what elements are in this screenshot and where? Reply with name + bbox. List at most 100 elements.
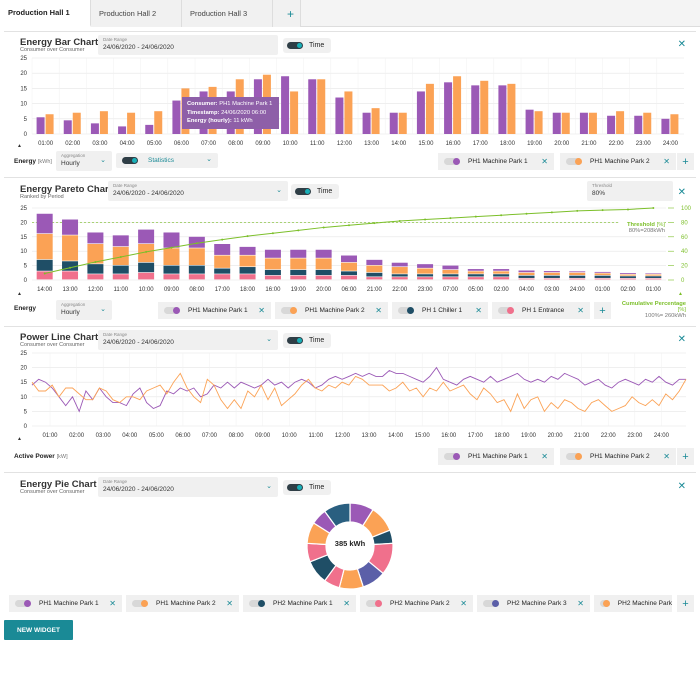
series-color-dot: [602, 600, 610, 607]
remove-icon[interactable]: ✕: [343, 599, 350, 608]
cumulative-point: [626, 208, 629, 211]
stacked-bar-segment: [417, 268, 434, 274]
date-range-dropdown[interactable]: Date Range 24/06/2020 - 24/06/2020 ⌄: [98, 330, 278, 350]
axis-arrow-icon: ▲: [678, 291, 683, 297]
stacked-bar-segment: [315, 258, 332, 270]
stacked-bar-segment: [543, 271, 560, 273]
add-series-button[interactable]: +: [677, 595, 694, 612]
bar: [588, 112, 597, 134]
legend-item[interactable]: PH1 Machine Park 2 ✕: [275, 302, 388, 319]
widget-subtitle: Consumer over Consumer: [20, 47, 85, 53]
close-icon[interactable]: ✕: [677, 39, 686, 50]
legend-item[interactable]: PH1 Machine Park 1 ✕: [9, 595, 122, 612]
aggregation-value: Hourly: [61, 309, 80, 316]
bar: [154, 111, 163, 134]
cumulative-point: [271, 232, 274, 235]
x-tick-label: 04:00: [120, 141, 136, 147]
time-toggle[interactable]: Time: [283, 333, 331, 348]
close-icon[interactable]: ✕: [677, 481, 686, 492]
statistics-dropdown[interactable]: Statistics ⌄: [116, 153, 218, 168]
stacked-bar-segment: [645, 276, 662, 278]
stacked-bar-segment: [214, 244, 231, 255]
remove-icon[interactable]: ✕: [663, 157, 670, 166]
threshold-field[interactable]: Threshold 80%: [587, 181, 673, 201]
date-range-dropdown[interactable]: Date Range 24/06/2020 - 24/06/2020 ⌄: [98, 477, 278, 497]
tab-production-hall-3[interactable]: Production Hall 3: [182, 0, 273, 27]
tab-production-hall-1[interactable]: Production Hall 1: [0, 0, 91, 27]
stacked-bar-segment: [569, 272, 586, 276]
remove-icon[interactable]: ✕: [109, 599, 116, 608]
x-tick-label: 21:00: [581, 141, 597, 147]
stacked-bar-segment: [543, 278, 560, 280]
legend-item[interactable]: PH2 Machine Park 3 ✕: [477, 595, 590, 612]
stacked-bar-segment: [62, 235, 79, 261]
add-series-button[interactable]: +: [677, 448, 694, 465]
legend-item[interactable]: PH1 Machine Park 1 ✕: [438, 448, 554, 465]
time-toggle[interactable]: Time: [283, 480, 331, 495]
time-toggle[interactable]: Time: [283, 38, 331, 53]
remove-icon[interactable]: ✕: [577, 306, 584, 315]
stacked-bar-segment: [518, 270, 535, 273]
remove-icon[interactable]: ✕: [541, 452, 548, 461]
add-series-button[interactable]: +: [677, 153, 694, 170]
x-tick-label: 01:00: [42, 433, 58, 439]
y-tick-label: 20: [20, 71, 27, 77]
stacked-bar-segment: [138, 244, 155, 263]
stacked-bar-segment: [569, 271, 586, 273]
legend-item[interactable]: PH2 Machine Park 2 ✕: [360, 595, 473, 612]
date-range-label: Date Range: [103, 479, 128, 484]
date-range-dropdown[interactable]: Date Range 24/06/2020 - 24/06/2020: [98, 35, 278, 55]
remove-icon[interactable]: ✕: [258, 306, 265, 315]
bar: [416, 91, 425, 134]
bar-tooltip: Consumer: PH1 Machine Park 1 Timestamp: …: [182, 97, 279, 129]
remove-icon[interactable]: ✕: [226, 599, 233, 608]
close-icon[interactable]: ✕: [677, 187, 686, 198]
x-tick-label: 08:00: [229, 433, 245, 439]
x-tick-label: 16:00: [265, 287, 281, 293]
energy-axis-label: Energy [kWh]: [14, 158, 52, 165]
stacked-bar-segment: [290, 269, 307, 276]
add-tab-button[interactable]: +: [273, 0, 301, 27]
x-tick-label: 12:00: [335, 433, 351, 439]
legend-item[interactable]: PH1 Machine Park 2 ✕: [560, 448, 676, 465]
aggregation-dropdown[interactable]: Aggregation Hourly ⌄: [56, 300, 112, 320]
x-tick-label: 03:00: [96, 433, 112, 439]
tab-production-hall-2[interactable]: Production Hall 2: [91, 0, 182, 27]
x-tick-label: 21:00: [367, 287, 383, 293]
remove-icon[interactable]: ✕: [663, 452, 670, 461]
close-icon[interactable]: ✕: [677, 334, 686, 345]
legend-item[interactable]: PH2 Machine Park 1 ✕: [243, 595, 356, 612]
legend-item[interactable]: PH1 Machine Park 1 ✕: [158, 302, 271, 319]
stacked-bar-segment: [36, 271, 53, 280]
legend-item[interactable]: PH 1 Chiller 1 ✕: [392, 302, 488, 319]
stacked-bar-segment: [36, 259, 53, 271]
toggle-switch-icon: [287, 484, 303, 491]
remove-icon[interactable]: ✕: [375, 306, 382, 315]
cumulative-point: [119, 255, 122, 258]
legend-item[interactable]: PH1 Machine Park 2 ✕: [560, 153, 676, 170]
remove-icon[interactable]: ✕: [460, 599, 467, 608]
stacked-bar-segment: [341, 275, 357, 280]
legend-label: PH1 Machine Park 1: [188, 307, 248, 314]
remove-icon[interactable]: ✕: [475, 306, 482, 315]
add-series-button[interactable]: +: [594, 302, 611, 319]
stacked-bar-segment: [417, 274, 434, 277]
date-range-dropdown[interactable]: Date Range 24/06/2020 - 24/06/2020 ⌄: [108, 181, 288, 201]
time-toggle[interactable]: Time: [291, 184, 339, 199]
new-widget-button[interactable]: NEW WIDGET: [4, 620, 73, 640]
cumulative-point: [94, 261, 97, 263]
remove-icon[interactable]: ✕: [541, 157, 548, 166]
remove-icon[interactable]: ✕: [577, 599, 584, 608]
date-range-label: Date Range: [103, 37, 128, 42]
x-tick-label: 15:00: [415, 433, 431, 439]
bar: [670, 114, 679, 134]
legend-item[interactable]: PH1 Machine Park 2 ✕: [126, 595, 239, 612]
aggregation-dropdown[interactable]: Aggregation Hourly ⌄: [56, 151, 112, 171]
cumulative-point: [424, 218, 427, 221]
legend-item[interactable]: PH 1 Entrance ✕: [492, 302, 590, 319]
stacked-bar-segment: [62, 271, 79, 280]
legend-item[interactable]: PH2 Machine Park: [594, 595, 672, 612]
legend-label: PH 1 Entrance: [522, 307, 565, 314]
legend-item[interactable]: PH1 Machine Park 1 ✕: [438, 153, 554, 170]
pie-slice: [323, 502, 351, 528]
